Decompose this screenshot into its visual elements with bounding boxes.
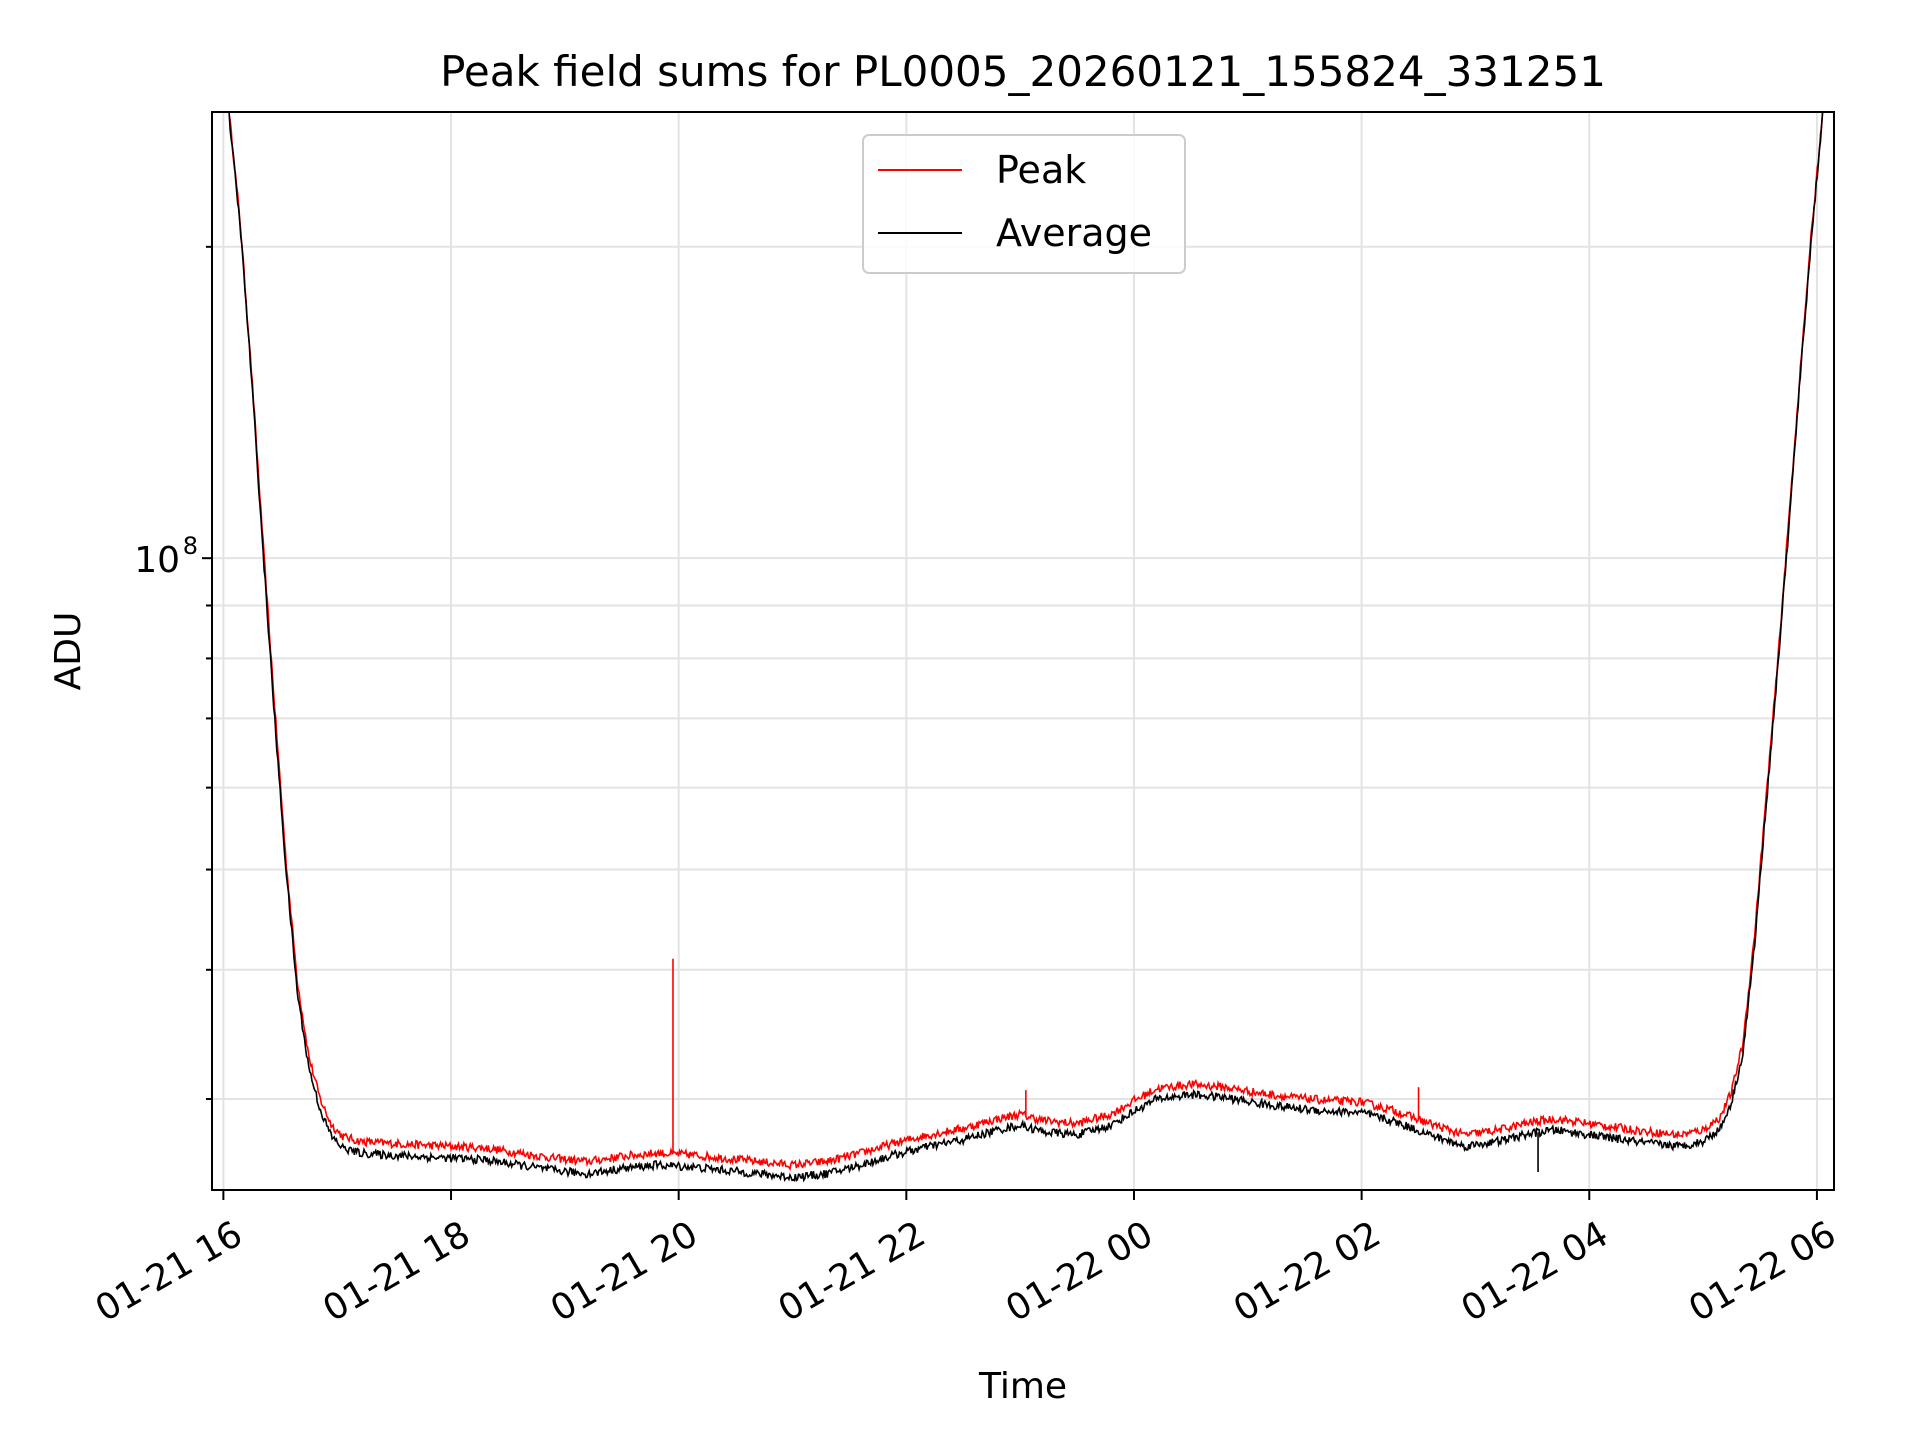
chart-title: Peak field sums for PL0005_20260121_1558…: [440, 47, 1606, 96]
series-line-average: [228, 112, 1824, 1183]
series-line-peak: [228, 112, 1824, 1172]
x-tick-label: 01-22 02: [1227, 1214, 1388, 1330]
x-axis-label: Time: [978, 1366, 1067, 1407]
x-tick-label: 01-21 18: [316, 1214, 477, 1330]
legend-label-average: Average: [996, 211, 1152, 255]
legend[interactable]: Peak Average: [862, 134, 1186, 274]
x-tick-label: 01-21 20: [544, 1214, 705, 1330]
x-tick-label: 01-22 00: [999, 1214, 1160, 1330]
x-tick-label: 01-22 06: [1682, 1214, 1843, 1330]
y-tick-label-exponent: 8: [183, 532, 198, 560]
legend-label-peak: Peak: [996, 148, 1086, 192]
series-layer: [228, 112, 1824, 1183]
x-tick-label: 01-21 22: [772, 1214, 933, 1330]
y-tick-label: 10: [134, 540, 180, 581]
grid-layer: [212, 112, 1834, 1190]
axes-frame: [211, 111, 1835, 1191]
x-tick-label: 01-22 04: [1455, 1214, 1616, 1330]
x-tick-label: 01-21 16: [89, 1214, 250, 1330]
y-axis-label: ADU: [48, 612, 89, 691]
